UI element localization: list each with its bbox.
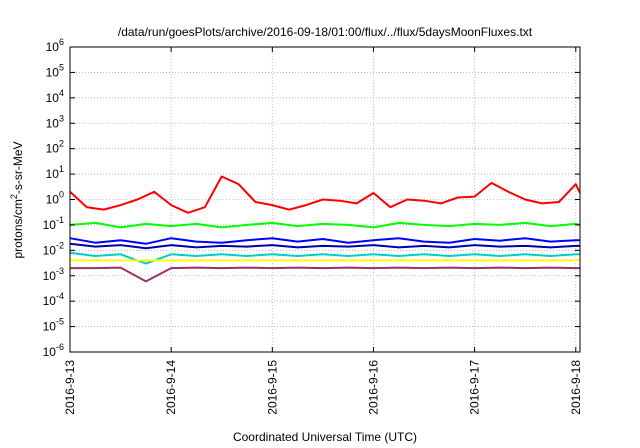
- y-tick-base: 10: [46, 40, 60, 54]
- y-tick-exponent: 5: [59, 62, 64, 72]
- y-tick-label: 10-6: [43, 342, 64, 359]
- y-tick-label: 100: [46, 190, 64, 207]
- y-label-sup: 2: [9, 194, 19, 199]
- x-axis-ticks: 2016-9-13 2016-9-14 2016-9-15 2016-9-16 2016…: [63, 47, 583, 415]
- x-tick-label: 2016-9-17: [468, 360, 482, 415]
- y-tick-exponent: 3: [59, 113, 64, 123]
- y-label-main: protons/cm: [11, 199, 25, 258]
- y-tick-label: 10-4: [43, 291, 64, 308]
- chart-title: /data/run/goesPlots/archive/2016-09-18/0…: [118, 25, 533, 39]
- y-tick-base: 10: [43, 218, 57, 232]
- series-line-4: [69, 242, 580, 250]
- y-tick-exponent: -2: [56, 240, 64, 250]
- y-tick-base: 10: [46, 193, 60, 207]
- y-tick-label: 10-3: [43, 266, 64, 283]
- y-tick-exponent: -1: [56, 215, 64, 225]
- y-tick-label: 103: [46, 113, 64, 130]
- y-tick-exponent: -5: [56, 317, 64, 327]
- y-axis-label: protons/cm2-s-sr-MeV: [9, 141, 25, 258]
- series-line-2: [69, 221, 581, 229]
- series-line-1: [69, 175, 581, 214]
- y-tick-label: 105: [46, 62, 64, 79]
- y-tick-label: 10-5: [43, 317, 64, 334]
- y-tick-label: 104: [46, 88, 64, 105]
- y-tick-exponent: 6: [59, 37, 64, 47]
- y-tick-exponent: -3: [56, 266, 64, 276]
- y-tick-base: 10: [43, 320, 57, 334]
- series-line-7: [70, 266, 580, 283]
- y-tick-label: 106: [46, 37, 64, 54]
- y-tick-base: 10: [46, 142, 60, 156]
- y-tick-exponent: -6: [56, 342, 64, 352]
- x-tick-label: 2016-9-15: [265, 360, 279, 415]
- x-tick-label: 2016-9-18: [569, 360, 583, 415]
- y-tick-label: 101: [46, 164, 64, 181]
- y-tick-base: 10: [46, 65, 60, 79]
- x-tick-label: 2016-9-16: [366, 360, 380, 415]
- series-line-3: [69, 237, 580, 245]
- y-tick-exponent: 2: [59, 139, 64, 149]
- y-label-tail: -s-sr-MeV: [11, 141, 25, 194]
- x-tick-label: 2016-9-14: [164, 360, 178, 415]
- y-tick-base: 10: [46, 116, 60, 130]
- y-tick-exponent: 1: [59, 164, 64, 174]
- y-tick-exponent: 4: [59, 88, 64, 98]
- y-tick-label: 10-1: [43, 215, 64, 232]
- x-axis-label: Coordinated Universal Time (UTC): [233, 430, 417, 444]
- y-tick-base: 10: [43, 269, 57, 283]
- series-line-5: [69, 251, 580, 265]
- y-tick-base: 10: [43, 294, 57, 308]
- series-group: [69, 175, 581, 283]
- y-tick-label: 10-2: [43, 240, 64, 257]
- x-tick-label: 2016-9-13: [63, 360, 77, 415]
- y-tick-base: 10: [46, 91, 60, 105]
- y-tick-base: 10: [46, 167, 60, 181]
- y-tick-label: 102: [46, 139, 64, 156]
- y-tick-base: 10: [43, 243, 57, 257]
- y-axis-ticks: 10-610-510-410-310-210-11001011021031041…: [43, 37, 580, 359]
- y-tick-exponent: -4: [56, 291, 64, 301]
- y-tick-exponent: 0: [59, 190, 64, 200]
- y-tick-base: 10: [43, 345, 57, 359]
